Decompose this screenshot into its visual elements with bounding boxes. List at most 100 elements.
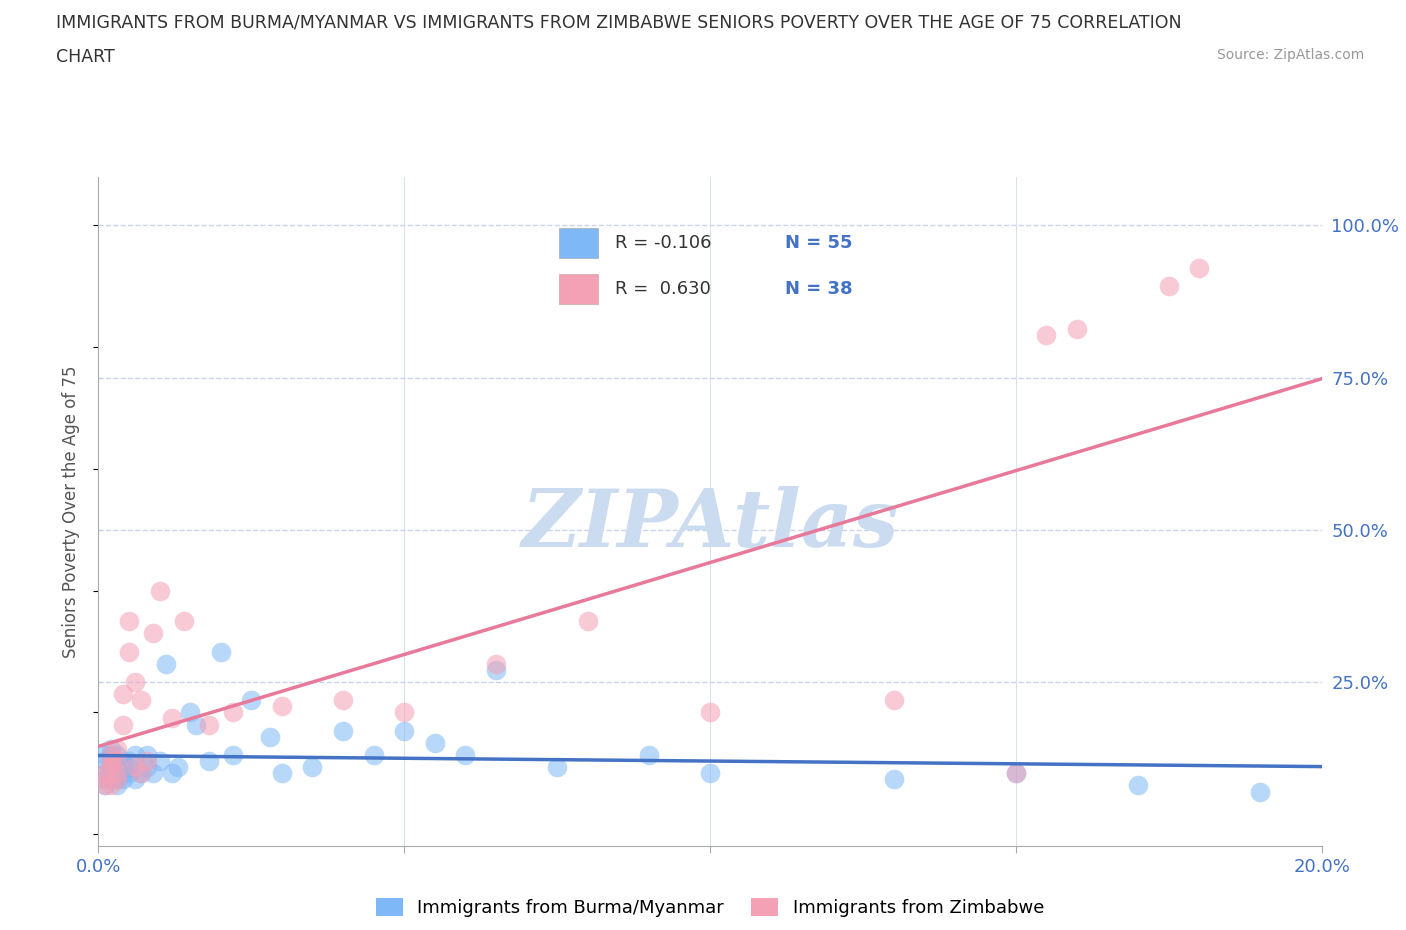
Point [155, 657, 177, 671]
Point [637, 748, 661, 763]
Point [142, 626, 165, 641]
Point [100, 753, 122, 768]
Point [111, 717, 134, 732]
Point [93, 778, 115, 793]
Point [222, 748, 245, 763]
Point [111, 753, 134, 768]
Y-axis label: Seniors Poverty Over the Age of 75: Seniors Poverty Over the Age of 75 [62, 365, 80, 658]
Point [129, 765, 152, 780]
Point [124, 772, 146, 787]
Point [124, 760, 146, 775]
Point [105, 772, 128, 787]
Point [124, 748, 146, 763]
Point [105, 765, 128, 780]
Legend: Immigrants from Burma/Myanmar, Immigrants from Zimbabwe: Immigrants from Burma/Myanmar, Immigrant… [368, 891, 1052, 924]
Text: R = -0.106: R = -0.106 [614, 234, 711, 252]
Point [105, 753, 128, 768]
Point [129, 765, 152, 780]
Point [392, 724, 416, 738]
Point [124, 674, 146, 689]
Point [100, 760, 122, 775]
Point [423, 736, 446, 751]
Point [1188, 260, 1211, 275]
Text: N = 38: N = 38 [786, 281, 853, 299]
Point [1128, 778, 1150, 793]
Point [100, 772, 122, 787]
Point [100, 748, 122, 763]
Point [100, 765, 122, 780]
Point [485, 662, 508, 677]
Point [186, 717, 208, 732]
Text: R =  0.630: R = 0.630 [614, 281, 710, 299]
Point [100, 760, 122, 775]
Point [93, 753, 115, 768]
Point [105, 748, 128, 763]
Point [1157, 279, 1180, 294]
Point [118, 644, 141, 659]
Point [100, 778, 122, 793]
Point [100, 748, 122, 763]
Point [129, 693, 152, 708]
Point [160, 711, 183, 726]
Text: IMMIGRANTS FROM BURMA/MYANMAR VS IMMIGRANTS FROM ZIMBABWE SENIORS POVERTY OVER T: IMMIGRANTS FROM BURMA/MYANMAR VS IMMIGRA… [56, 14, 1182, 32]
Bar [560, 274, 598, 304]
Point [105, 741, 128, 756]
Point [136, 760, 159, 775]
Point [118, 760, 141, 775]
Point [1066, 322, 1088, 337]
Point [332, 724, 354, 738]
Point [167, 760, 190, 775]
Point [1004, 765, 1026, 780]
Point [485, 657, 508, 671]
Point [105, 772, 128, 787]
Point [93, 765, 115, 780]
Point [160, 765, 183, 780]
Point [699, 765, 721, 780]
Point [100, 753, 122, 768]
Point [149, 583, 172, 598]
Point [209, 644, 232, 659]
Text: CHART: CHART [56, 48, 115, 66]
Point [259, 729, 281, 744]
Point [105, 760, 128, 775]
Point [332, 693, 354, 708]
Point [136, 753, 159, 768]
Bar [560, 229, 598, 259]
Point [118, 614, 141, 629]
Point [883, 772, 905, 787]
Point [179, 705, 201, 720]
Point [93, 772, 115, 787]
Point [576, 614, 599, 629]
Text: N = 55: N = 55 [786, 234, 853, 252]
Point [93, 765, 115, 780]
Point [301, 760, 323, 775]
Point [100, 741, 122, 756]
Point [883, 693, 905, 708]
Point [142, 765, 165, 780]
Point [392, 705, 416, 720]
Point [197, 753, 219, 768]
Point [93, 748, 115, 763]
Point [197, 717, 219, 732]
Point [173, 614, 195, 629]
Point [105, 765, 128, 780]
Point [111, 772, 134, 787]
Point [118, 753, 141, 768]
Point [454, 748, 477, 763]
Point [111, 765, 134, 780]
Text: ZIPAtlas: ZIPAtlas [522, 486, 898, 564]
Point [93, 772, 115, 787]
Point [136, 748, 159, 763]
Point [149, 753, 172, 768]
Point [699, 705, 721, 720]
Point [270, 698, 292, 713]
Text: Source: ZipAtlas.com: Source: ZipAtlas.com [1216, 48, 1364, 62]
Point [105, 778, 128, 793]
Point [1004, 765, 1026, 780]
Point [1035, 327, 1057, 342]
Point [222, 705, 245, 720]
Point [240, 693, 263, 708]
Point [111, 760, 134, 775]
Point [546, 760, 568, 775]
Point [93, 778, 115, 793]
